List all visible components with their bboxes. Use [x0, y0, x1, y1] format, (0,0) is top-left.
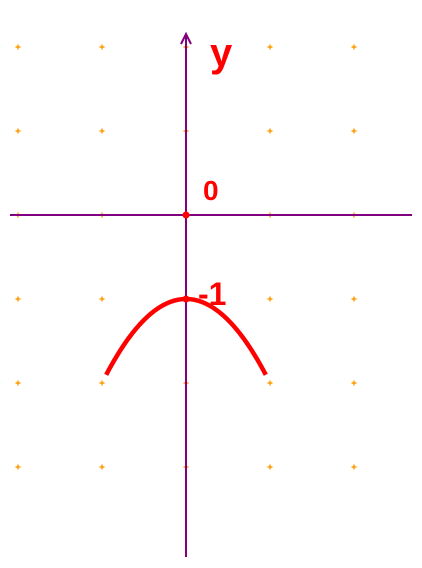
vertex-point — [182, 295, 190, 303]
grid-dot — [267, 380, 273, 386]
grid-dot — [99, 296, 105, 302]
grid-dot — [351, 380, 357, 386]
grid-dot — [351, 464, 357, 470]
grid-dot — [267, 296, 273, 302]
tick-label: -1 — [198, 276, 226, 312]
grid-dot — [99, 128, 105, 134]
labels: y 0 -1 — [198, 31, 233, 312]
grid-dot — [15, 44, 21, 50]
origin-point — [182, 211, 190, 219]
grid-dot — [99, 44, 105, 50]
grid-dot — [267, 128, 273, 134]
y-axis-label: y — [210, 31, 233, 75]
grid-dot — [99, 464, 105, 470]
grid-dot — [351, 128, 357, 134]
grid-dot — [15, 128, 21, 134]
curves — [104, 211, 268, 376]
grid-dot — [351, 296, 357, 302]
grid-dot — [267, 44, 273, 50]
grid-dot — [15, 380, 21, 386]
grid-dot — [99, 380, 105, 386]
grid-dot — [15, 296, 21, 302]
grid-dot — [351, 44, 357, 50]
grid-dot — [15, 464, 21, 470]
y-axis-arrow-icon — [180, 31, 192, 45]
grid-dot — [267, 464, 273, 470]
tick-label: 0 — [203, 175, 219, 206]
